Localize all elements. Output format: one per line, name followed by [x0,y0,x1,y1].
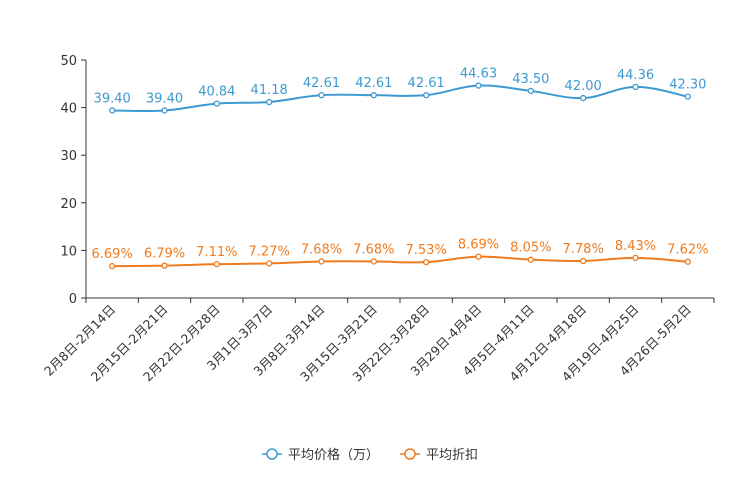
data-point [632,254,639,262]
data-point [161,262,168,269]
data-point [318,92,325,99]
series-line [112,255,688,268]
legend-swatch-marker [404,448,416,460]
data-label: 8.69% [458,238,499,253]
data-point [684,93,691,100]
data-label: 40.84 [198,85,235,100]
data-label: 7.68% [301,242,342,257]
data-point [370,258,377,265]
x-axis: 2月8日-2月14日2月15日-2月21日2月22日-2月28日3月1日-3月7… [41,297,715,384]
y-tick-label: 30 [60,149,77,164]
data-point [475,253,482,260]
series-2: 6.69% 6.79% 7.11% 7.27% 7.68% 7.68% 7.53% 8.69%… [92,238,708,270]
y-tick-label: 0 [69,292,77,307]
data-label: 7.27% [249,244,290,259]
series-1: 39.40 39.40 40.84 41.18 42.61 42.61 42.61 44.63… [94,67,706,114]
data-point [109,107,116,114]
data-label: 42.61 [355,76,392,91]
data-point [580,94,587,102]
data-point [423,259,430,266]
data-label: 7.53% [406,243,447,258]
data-label: 8.05% [510,241,551,256]
data-label: 44.63 [460,67,497,82]
data-label: 42.30 [669,78,706,93]
series-layer: 39.40 39.40 40.84 41.18 42.61 42.61 42.61 44.63… [92,67,708,270]
legend: 平均价格（万） 平均折扣 [262,447,478,463]
legend-label: 平均折扣 [426,448,478,463]
data-label: 42.00 [565,79,602,94]
series-line [112,84,689,112]
data-label: 42.61 [303,76,340,91]
data-point [475,82,482,89]
data-point [266,260,273,267]
data-label: 7.62% [667,243,708,258]
data-point [213,261,220,268]
data-point [266,98,273,106]
legend-swatch-marker [266,448,278,460]
data-label: 39.40 [94,91,131,106]
data-label: 7.11% [196,245,237,260]
data-point [370,92,377,99]
data-point [423,92,430,99]
data-point [527,87,534,95]
data-label: 41.18 [251,83,288,98]
y-tick-label: 10 [60,244,77,259]
data-point [580,257,587,265]
data-label: 39.40 [146,91,183,106]
data-point [318,258,325,265]
data-point [213,100,220,107]
data-label: 44.36 [617,68,654,83]
y-tick-label: 20 [60,197,77,212]
data-point [109,263,116,270]
data-label: 7.68% [353,242,394,257]
data-point [632,83,639,90]
y-axis: 0 10 20 30 40 50 [60,54,87,307]
data-label: 6.79% [144,247,185,262]
legend-item-2: 平均折扣 [400,448,478,463]
data-label: 7.78% [563,242,604,257]
data-point [527,256,534,263]
legend-item-1: 平均价格（万） [262,447,379,463]
y-tick-label: 50 [60,54,77,69]
data-label: 8.43% [615,239,656,254]
data-label: 43.50 [512,72,549,87]
legend-label: 平均价格（万） [288,447,379,463]
y-tick-label: 40 [60,102,77,117]
data-label: 42.61 [408,76,445,91]
data-point [161,107,168,114]
data-label: 6.69% [92,247,133,262]
data-point [684,258,691,265]
